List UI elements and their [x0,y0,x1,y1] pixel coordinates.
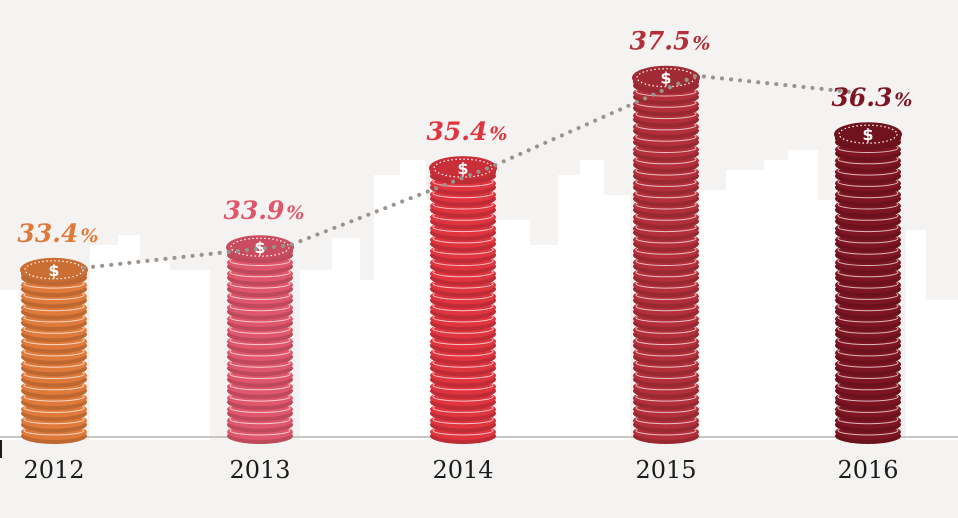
x-tick-label: 2012 [23,456,84,484]
value-labels: 33.4 % 33.9 % 35.4 % 37.5 % 36.3% [18,27,913,248]
value-label-2015: 37.5% [630,27,711,56]
value-label-2016: 36.3% [832,83,913,112]
dollar-icon: $ [660,69,671,88]
coin-stack-2012: $ [20,257,88,444]
dollar-icon: $ [254,238,265,257]
city-skyline-background [0,150,958,440]
value-label-2012: 33.4% [18,219,99,248]
dollar-icon: $ [48,261,59,280]
value-label-2014: 35.4% [427,117,508,146]
x-tick-labels: 2012 2013 2014 2015 2016 [23,456,898,484]
coin-stack-2015: $ [632,65,700,444]
dollar-icon: $ [862,125,873,144]
x-tick-label: 2015 [635,456,696,484]
coin-stack-2014: $ [429,156,497,444]
dollar-icon: $ [457,159,468,178]
trend-line [82,73,855,270]
coin-stacks: $ $ $ $ $ [20,65,902,444]
dollar-coin-top: $ [429,156,497,184]
x-tick-label: 2014 [432,456,493,484]
coin-stack-2013: $ [226,235,294,444]
value-label-2013: 33.9% [224,196,305,225]
dollar-coin-top: $ [834,122,902,150]
coin-stack-2016: $ [834,122,902,444]
x-tick-label: 2016 [837,456,898,484]
x-tick-label: 2013 [229,456,290,484]
dollar-coin-top: $ [632,65,700,93]
dollar-coin-top: $ [226,235,294,263]
dollar-coin-top: $ [20,257,88,285]
